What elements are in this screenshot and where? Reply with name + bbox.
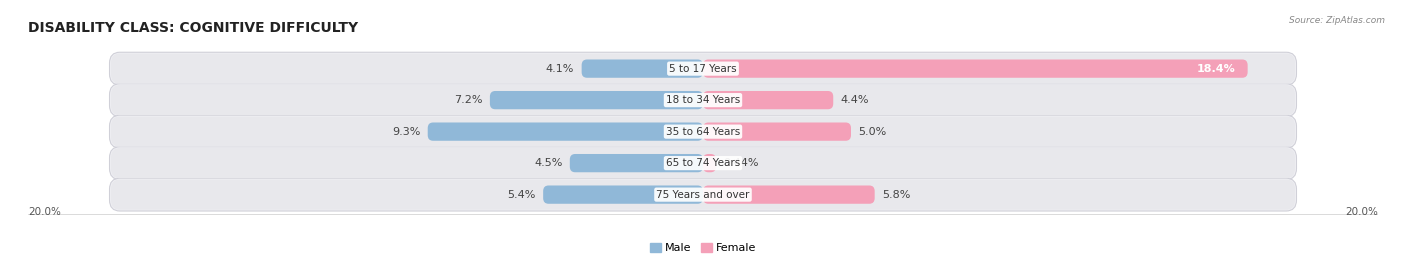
FancyBboxPatch shape — [543, 185, 703, 204]
Text: 9.3%: 9.3% — [392, 127, 420, 137]
FancyBboxPatch shape — [111, 148, 1295, 178]
Text: 18.4%: 18.4% — [1197, 64, 1236, 74]
FancyBboxPatch shape — [703, 123, 851, 141]
FancyBboxPatch shape — [110, 115, 1296, 148]
FancyBboxPatch shape — [489, 91, 703, 109]
Text: 4.1%: 4.1% — [546, 64, 574, 74]
FancyBboxPatch shape — [569, 154, 703, 172]
FancyBboxPatch shape — [703, 91, 834, 109]
FancyBboxPatch shape — [110, 84, 1296, 117]
FancyBboxPatch shape — [427, 123, 703, 141]
FancyBboxPatch shape — [111, 117, 1295, 147]
Text: 0.44%: 0.44% — [724, 158, 759, 168]
FancyBboxPatch shape — [703, 59, 1247, 78]
Text: 4.4%: 4.4% — [841, 95, 869, 105]
FancyBboxPatch shape — [111, 53, 1295, 84]
Text: 5 to 17 Years: 5 to 17 Years — [669, 64, 737, 74]
FancyBboxPatch shape — [111, 85, 1295, 115]
Text: 5.8%: 5.8% — [882, 190, 911, 200]
Text: 5.4%: 5.4% — [508, 190, 536, 200]
Text: Source: ZipAtlas.com: Source: ZipAtlas.com — [1289, 16, 1385, 25]
FancyBboxPatch shape — [703, 154, 716, 172]
Text: 65 to 74 Years: 65 to 74 Years — [666, 158, 740, 168]
FancyBboxPatch shape — [111, 180, 1295, 210]
Legend: Male, Female: Male, Female — [645, 238, 761, 257]
Text: 7.2%: 7.2% — [454, 95, 482, 105]
Text: 20.0%: 20.0% — [1346, 207, 1378, 217]
Text: 75 Years and over: 75 Years and over — [657, 190, 749, 200]
Text: 18 to 34 Years: 18 to 34 Years — [666, 95, 740, 105]
FancyBboxPatch shape — [110, 52, 1296, 85]
Text: 35 to 64 Years: 35 to 64 Years — [666, 127, 740, 137]
Text: DISABILITY CLASS: COGNITIVE DIFFICULTY: DISABILITY CLASS: COGNITIVE DIFFICULTY — [28, 21, 359, 35]
FancyBboxPatch shape — [703, 185, 875, 204]
Text: 4.5%: 4.5% — [534, 158, 562, 168]
Text: 5.0%: 5.0% — [859, 127, 887, 137]
Text: 20.0%: 20.0% — [28, 207, 60, 217]
FancyBboxPatch shape — [110, 178, 1296, 211]
FancyBboxPatch shape — [582, 59, 703, 78]
FancyBboxPatch shape — [110, 147, 1296, 180]
